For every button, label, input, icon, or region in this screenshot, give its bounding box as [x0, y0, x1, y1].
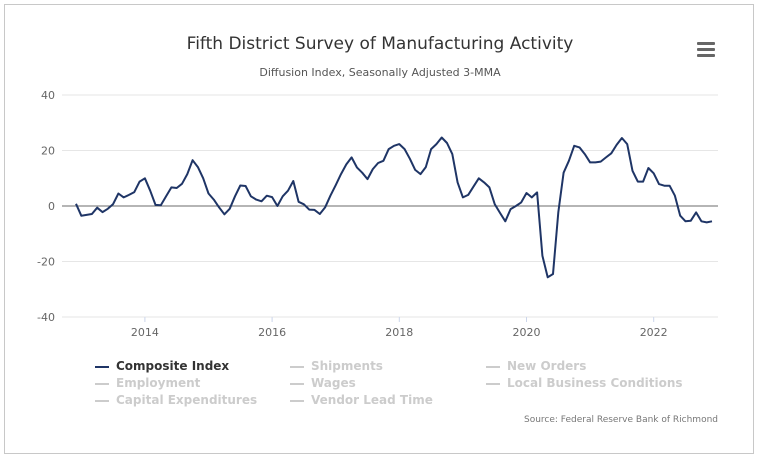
- y-tick-label: 20: [41, 145, 55, 158]
- x-tick-label: 2016: [258, 326, 286, 339]
- legend-line-icon: [290, 382, 304, 385]
- chart-title: Fifth District Survey of Manufacturing A…: [186, 34, 574, 54]
- legend-item-wages[interactable]: Wages: [290, 376, 356, 390]
- legend-label: Composite Index: [116, 359, 230, 373]
- legend-label: Employment: [116, 376, 201, 390]
- legend-label: Capital Expenditures: [116, 393, 258, 407]
- legend-label: New Orders: [507, 359, 587, 373]
- legend-item-composite-index[interactable]: Composite Index: [95, 359, 229, 373]
- series-line-composite-index: [75, 136, 713, 279]
- y-tick-label: 40: [41, 89, 55, 102]
- y-tick-label: -40: [37, 311, 55, 324]
- legend-label: Local Business Conditions: [507, 376, 683, 390]
- legend-line-icon: [486, 365, 500, 368]
- legend-label: Wages: [311, 376, 356, 390]
- x-tick-label: 2020: [513, 326, 541, 339]
- legend-line-icon: [290, 399, 304, 402]
- source-credit: Source: Federal Reserve Bank of Richmond: [524, 415, 718, 425]
- legend-item-local-business-conditions[interactable]: Local Business Conditions: [486, 376, 683, 390]
- x-tick-label: 2018: [385, 326, 413, 339]
- chart-container: [4, 4, 754, 454]
- legend-line-icon: [95, 382, 109, 385]
- x-tick-label: 2014: [131, 326, 159, 339]
- legend-item-vendor-lead-time[interactable]: Vendor Lead Time: [290, 393, 433, 407]
- hamburger-menu-icon[interactable]: [697, 42, 715, 58]
- legend-line-icon: [95, 365, 109, 368]
- x-tick-label: 2022: [640, 326, 668, 339]
- legend-item-new-orders[interactable]: New Orders: [486, 359, 586, 373]
- legend-label: Shipments: [311, 359, 383, 373]
- legend-line-icon: [290, 365, 304, 368]
- y-tick-label: 0: [48, 200, 55, 213]
- legend-label: Vendor Lead Time: [311, 393, 433, 407]
- y-tick-label: -20: [37, 256, 55, 269]
- chart-subtitle: Diffusion Index, Seasonally Adjusted 3-M…: [259, 66, 501, 79]
- legend-item-shipments[interactable]: Shipments: [290, 359, 383, 373]
- legend-item-capital-expenditures[interactable]: Capital Expenditures: [95, 393, 257, 407]
- legend-line-icon: [486, 382, 500, 385]
- legend-item-employment[interactable]: Employment: [95, 376, 200, 390]
- legend-line-icon: [95, 399, 109, 402]
